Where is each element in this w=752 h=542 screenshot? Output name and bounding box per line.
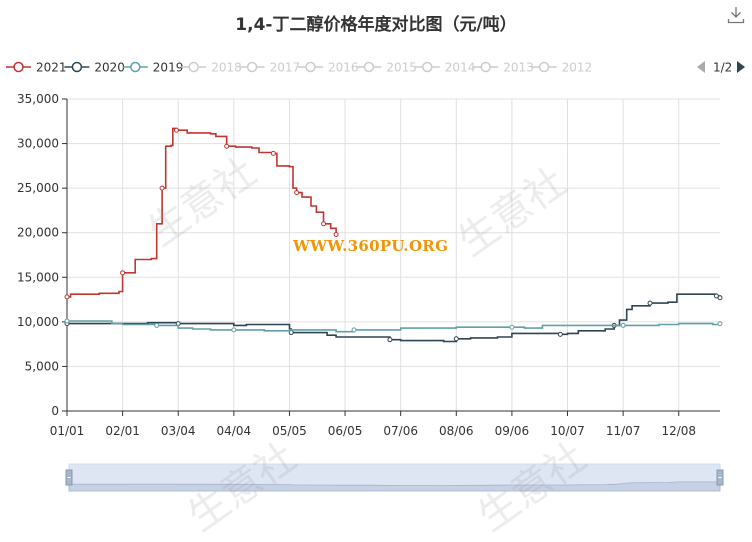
chart-canvas: 0 5,000 10,000 15,000 20,000 25,000 30,000 35,0… (6, 61, 745, 492)
data-point-2021[interactable] (159, 185, 165, 191)
legend-label: 2016 (328, 61, 359, 75)
legend-circle-icon (188, 61, 199, 73)
y-tick-label: 35,000 (17, 92, 59, 106)
data-point-2019[interactable] (509, 324, 515, 330)
data-point-2020[interactable] (453, 336, 459, 342)
legend-circle-icon (130, 61, 141, 73)
series-lines (64, 127, 723, 343)
x-tick-label: 12/08 (661, 424, 696, 438)
x-tick-label: 01/01 (50, 424, 85, 438)
legend-label: 2021 (36, 61, 67, 75)
legend-item-2018[interactable]: 2018 (181, 61, 242, 75)
watermark-url: WWW.360PU.ORG (293, 237, 449, 255)
legend: 2021 2020 2019 2018 2017 2016 2015 2014 2013 2012… (6, 61, 745, 75)
legend-item-2019[interactable]: 2019 (122, 61, 184, 75)
legend-item-2015[interactable]: 2015 (356, 61, 417, 75)
y-tick-label: 30,000 (17, 137, 59, 151)
x-tick-label: 06/05 (328, 424, 363, 438)
legend-label: 2018 (211, 61, 242, 75)
data-point-2019[interactable] (64, 318, 70, 324)
data-point-2020[interactable] (647, 300, 653, 306)
data-point-2021[interactable] (64, 294, 70, 300)
legend-circle-icon (71, 61, 83, 73)
x-tick-label: 10/07 (550, 424, 585, 438)
legend-item-2020[interactable]: 2020 (64, 61, 125, 75)
legend-circle-icon (246, 61, 258, 73)
axes: 0 5,000 10,000 15,000 20,000 25,000 30,000 35,0… (17, 92, 720, 438)
legend-label: 2017 (270, 61, 301, 75)
data-point-2021[interactable] (120, 270, 126, 276)
legend-label: 2019 (153, 61, 184, 75)
legend-circle-icon (480, 61, 491, 73)
data-point-2021[interactable] (224, 143, 230, 149)
data-point-2019[interactable] (231, 327, 237, 333)
legend-label: 2015 (386, 61, 417, 75)
data-point-2019[interactable] (717, 321, 723, 327)
data-point-2021[interactable] (321, 221, 327, 227)
data-point-2021[interactable] (270, 150, 276, 156)
legend-label: 2020 (94, 61, 125, 75)
y-tick-label: 15,000 (17, 270, 59, 284)
legend-item-2012[interactable]: 2012 (531, 61, 593, 75)
download-icon[interactable] (727, 6, 745, 24)
chart-title: 1,4-丁二醇价格年度对比图（元/吨） (235, 15, 517, 35)
y-tick-label: 20,000 (17, 226, 59, 240)
legend-page-indicator: 1/2 (713, 61, 732, 75)
data-point-2020[interactable] (557, 331, 563, 337)
y-tick-label: 25,000 (17, 181, 59, 195)
datazoom-preview (68, 481, 721, 492)
legend-circle-icon (363, 61, 375, 73)
legend-next-icon[interactable] (737, 61, 745, 73)
y-tick-label: 10,000 (17, 315, 59, 329)
data-point-2021[interactable] (173, 127, 179, 133)
grid-lines (67, 98, 720, 411)
legend-circle-icon (422, 61, 433, 73)
legend-prev-icon[interactable] (697, 61, 705, 73)
legend-circle-icon (538, 61, 550, 73)
data-point-2019[interactable] (351, 327, 357, 333)
x-tick-label: 02/01 (105, 424, 140, 438)
legend-item-2016[interactable]: 2016 (298, 61, 359, 75)
legend-item-2017[interactable]: 2017 (239, 61, 301, 75)
series-line-2021 (67, 127, 337, 298)
x-tick-label: 03/04 (161, 424, 196, 438)
legend-item-2021[interactable]: 2021 (6, 61, 67, 75)
x-tick-label: 11/07 (606, 424, 641, 438)
legend-item-2014[interactable]: 2014 (414, 61, 476, 75)
series-line-2020 (67, 293, 721, 343)
y-tick-label: 0 (51, 404, 59, 418)
x-tick-label: 08/06 (439, 424, 474, 438)
datazoom-slider (65, 463, 724, 492)
data-point-2019[interactable] (154, 322, 160, 328)
data-point-2021[interactable] (294, 190, 300, 196)
legend-label: 2013 (503, 61, 534, 75)
legend-circle-icon (13, 61, 24, 73)
y-tick-label: 5,000 (25, 359, 59, 373)
data-point-2021[interactable] (333, 231, 339, 237)
legend-label: 2014 (445, 61, 476, 75)
x-tick-label: 04/04 (217, 424, 252, 438)
legend-label: 2012 (562, 61, 593, 75)
data-point-2019[interactable] (620, 322, 626, 328)
x-tick-label: 05/05 (272, 424, 307, 438)
x-tick-label: 07/06 (383, 424, 418, 438)
data-point-2020[interactable] (387, 337, 393, 343)
legend-item-2013[interactable]: 2013 (473, 61, 534, 75)
x-tick-label: 09/06 (495, 424, 530, 438)
data-point-2020[interactable] (717, 295, 723, 301)
legend-circle-icon (305, 61, 316, 73)
